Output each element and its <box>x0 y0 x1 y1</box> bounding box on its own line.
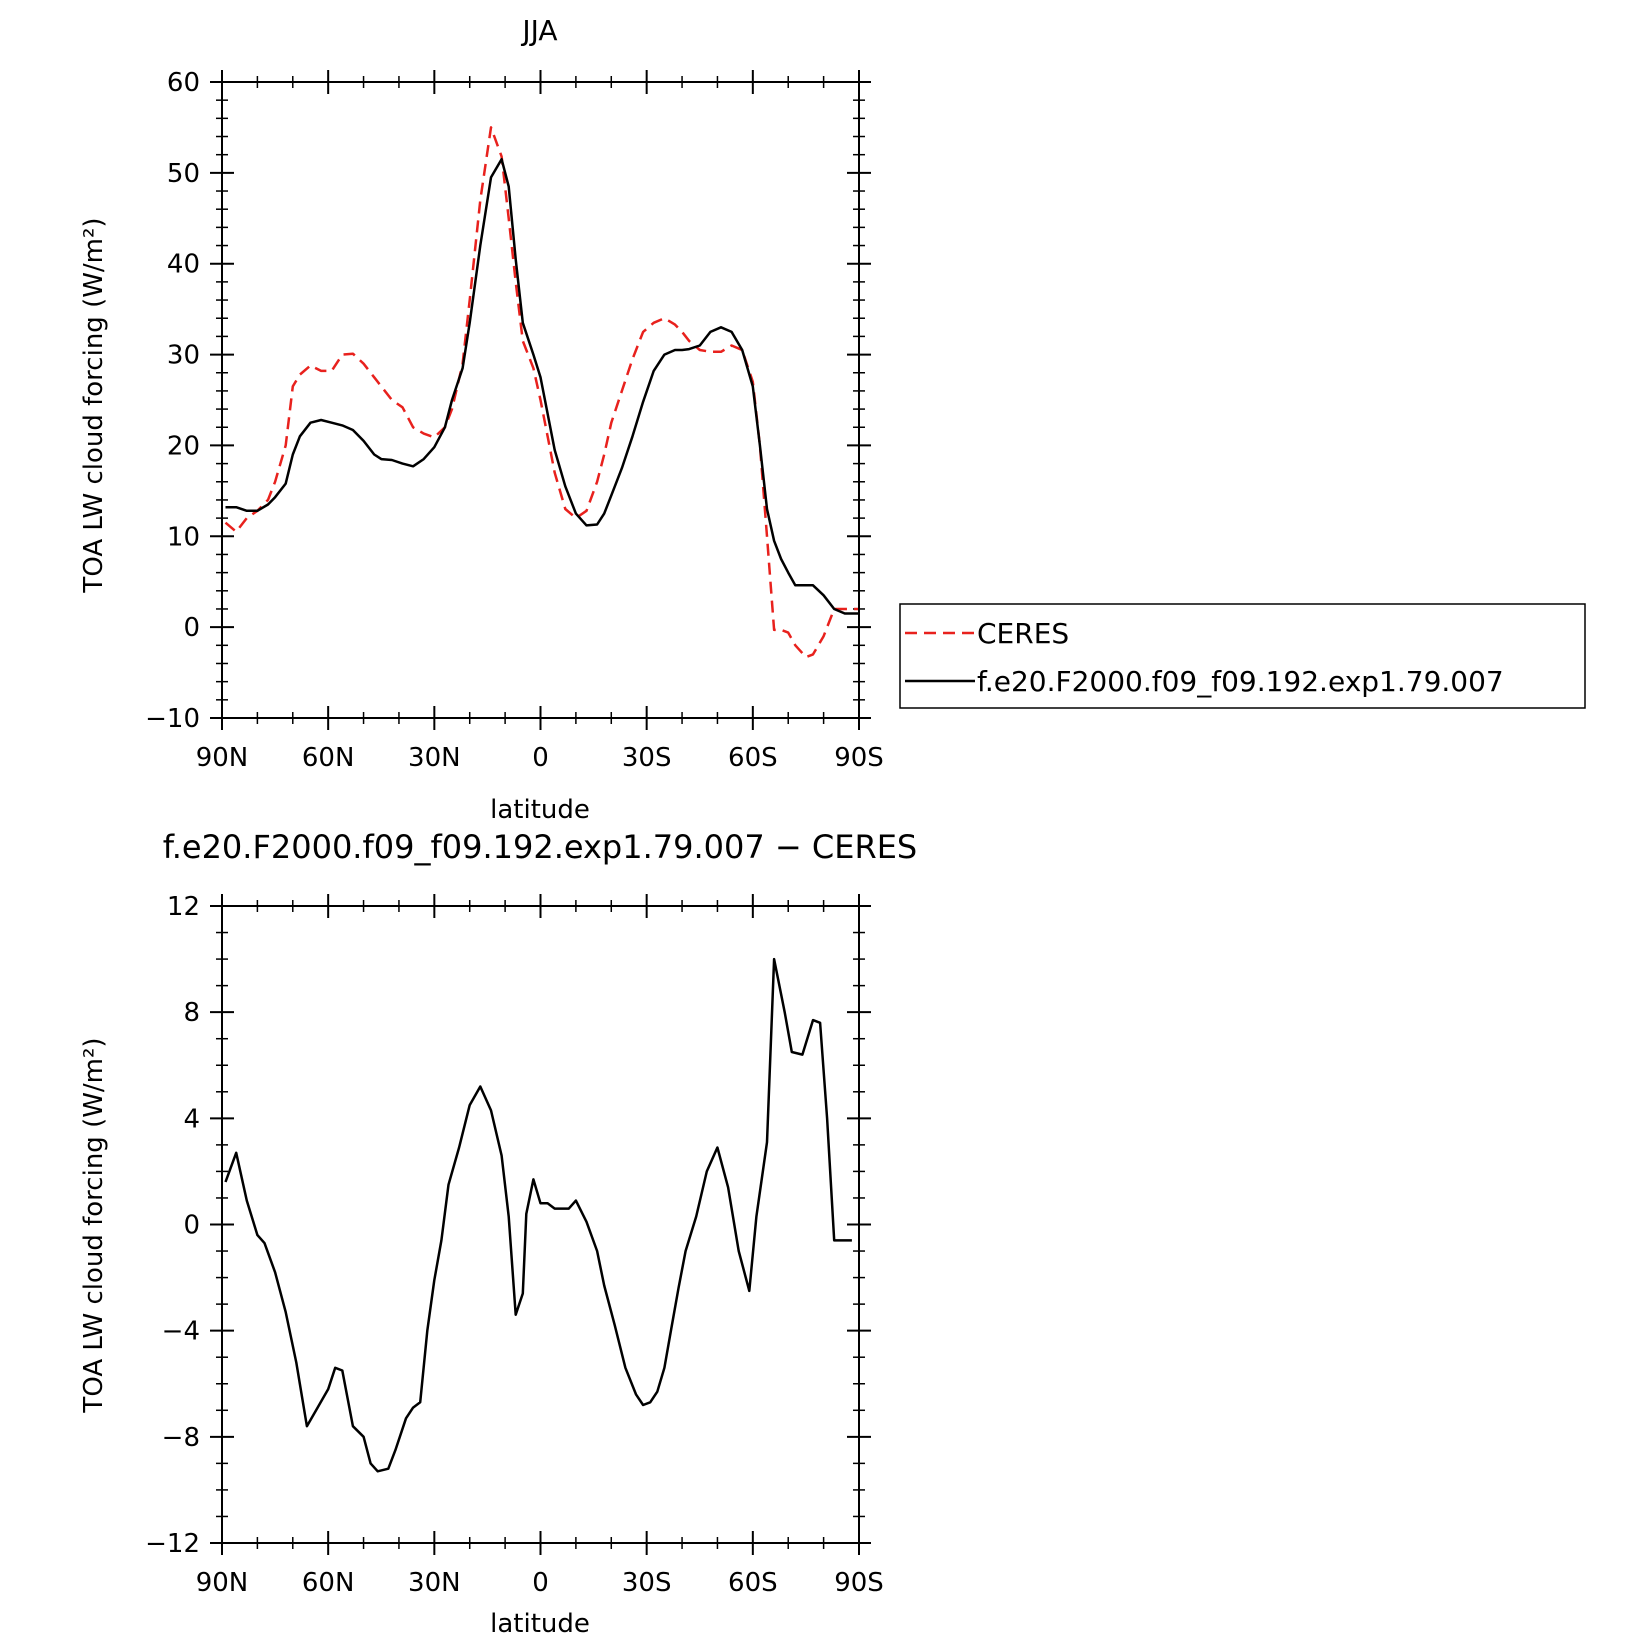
x-tick-label: 90S <box>834 1568 884 1598</box>
bottom-chart-title: f.e20.F2000.f09_f09.192.exp1.79.007 − CE… <box>163 828 917 866</box>
x-tick-label: 60N <box>302 743 355 773</box>
y-tick-label: 8 <box>183 998 200 1028</box>
series-line-difference <box>224 957 852 1473</box>
x-tick-label: 60S <box>728 1568 778 1598</box>
top-series <box>224 126 859 659</box>
x-tick-label: 0 <box>532 1568 549 1598</box>
y-tick-label: 0 <box>183 1211 200 1241</box>
y-tick-label: 60 <box>167 68 200 98</box>
x-tick-label: 30N <box>408 743 461 773</box>
legend-model-label: f.e20.F2000.f09_f09.192.exp1.79.007 <box>977 665 1504 698</box>
y-tick-label: 10 <box>167 522 200 552</box>
bottom-x-axis-label: latitude <box>490 1609 590 1639</box>
bottom-plot-frame <box>221 905 860 1544</box>
series-line-f-e20-f2000-f09-f09-192-exp1-79-007 <box>225 157 859 615</box>
top-x-axis-label: latitude <box>490 795 590 825</box>
x-tick-label: 0 <box>532 743 549 773</box>
legend-ceres-label: CERES <box>977 617 1069 650</box>
top-panel: JJA TOA LW cloud forcing (W/m²) latitude… <box>79 14 1586 825</box>
y-tick-label: −8 <box>162 1423 200 1453</box>
bottom-panel: f.e20.F2000.f09_f09.192.exp1.79.007 − CE… <box>79 828 917 1639</box>
x-tick-label: 60S <box>728 743 778 773</box>
y-tick-label: 50 <box>167 159 200 189</box>
y-tick-label: −10 <box>145 704 200 734</box>
x-tick-label: 30S <box>622 743 672 773</box>
y-tick-label: −12 <box>145 1529 200 1559</box>
legend: CERES f.e20.F2000.f09_f09.192.exp1.79.00… <box>899 603 1586 709</box>
x-tick-label: 30N <box>408 1568 461 1598</box>
legend-box <box>899 603 1586 709</box>
top-y-axis-label: TOA LW cloud forcing (W/m²) <box>79 217 109 593</box>
y-tick-label: 12 <box>167 892 200 922</box>
y-tick-label: 30 <box>167 341 200 371</box>
bottom-series <box>224 957 852 1473</box>
y-tick-label: 4 <box>183 1104 200 1134</box>
x-tick-label: 60N <box>302 1568 355 1598</box>
series-line-ceres <box>224 126 859 659</box>
x-tick-label: 90N <box>196 743 249 773</box>
top-chart-title: JJA <box>520 14 557 47</box>
y-tick-label: 40 <box>167 250 200 280</box>
x-tick-label: 90S <box>834 743 884 773</box>
x-tick-label: 30S <box>622 1568 672 1598</box>
top-axes: −10 0 10 20 30 40 50 60 90N 60N 30N 0 30S 60S 90S <box>145 68 884 773</box>
top-plot-frame <box>221 81 860 719</box>
y-tick-label: −4 <box>162 1317 200 1347</box>
x-tick-label: 90N <box>196 1568 249 1598</box>
bottom-y-axis-label: TOA LW cloud forcing (W/m²) <box>79 1037 109 1413</box>
y-tick-label: 20 <box>167 431 200 461</box>
y-tick-label: 0 <box>183 613 200 643</box>
